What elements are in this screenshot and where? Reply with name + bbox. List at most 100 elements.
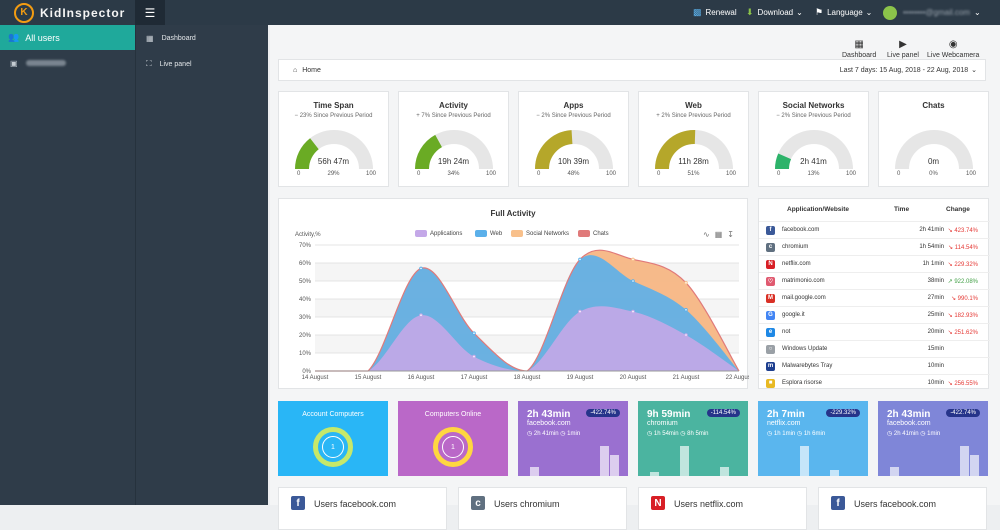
change-value: 423.74%: [954, 227, 978, 234]
gauge-value: 10h 39m: [557, 157, 590, 166]
users-site-card[interactable]: N Users netflix.com: [638, 487, 807, 530]
trend-down-icon: ↘: [947, 312, 955, 319]
users-site-card[interactable]: f Users facebook.com: [818, 487, 987, 530]
breadcrumb-home[interactable]: ⌂ Home: [293, 67, 321, 74]
legend-item[interactable]: Applications: [415, 230, 462, 237]
gauge-subtitle: − 2% Since Previous Period: [536, 113, 611, 119]
y-tick-label: 70%: [299, 243, 312, 249]
table-row[interactable]: ○ Windows Update 15min: [759, 340, 990, 357]
gauge-percent: 29%: [327, 171, 340, 177]
subnav-dashboard[interactable]: ▦ Dashboard: [136, 25, 268, 51]
site-usage-card[interactable]: 2h 43min -422.74% facebook.com ◷ 2h 41min ◷…: [878, 401, 988, 476]
clock-icon: ◷: [795, 431, 804, 437]
table-row[interactable]: m Malwarebytes Tray 10min: [759, 357, 990, 374]
download-icon[interactable]: ↧: [727, 230, 739, 239]
site-usage-card[interactable]: 9h 59min -114.54% chromium ◷ 1h 54min ◷ 8h …: [638, 401, 748, 476]
data-point[interactable]: [472, 354, 476, 359]
table-row[interactable]: f facebook.com 2h 41min ↘ 423.74%: [759, 221, 990, 238]
quick-live-panel-button[interactable]: ▶ Live panel: [887, 39, 919, 59]
gauge-percent: 34%: [447, 171, 460, 177]
renewal-link[interactable]: ▩ Renewal: [693, 0, 737, 25]
stat-ring: 1: [313, 427, 353, 467]
site-usage-card[interactable]: 2h 43min -422.74% facebook.com ◷ 2h 41min ◷…: [518, 401, 628, 476]
table-row[interactable]: c chromium 1h 54min ↘ 114.54%: [759, 238, 990, 255]
x-tick-label: 22 August: [726, 375, 749, 381]
site-name: not: [782, 329, 791, 335]
table-row[interactable]: e not 20min ↘ 251.62%: [759, 323, 990, 340]
data-point[interactable]: [631, 309, 635, 314]
legend-item[interactable]: Chats: [578, 230, 609, 237]
usage-time-1: 1h 54min: [653, 431, 679, 437]
trend-down-icon: ↘: [947, 227, 955, 234]
sidebar-item-computer[interactable]: ▣ ••••••: [0, 50, 135, 76]
sidebar-item-all-users[interactable]: 👥 All users: [0, 25, 135, 50]
download-icon: ⬇: [746, 7, 754, 17]
gauge-subtitle: − 2% Since Previous Period: [776, 113, 851, 119]
data-point[interactable]: [578, 309, 582, 314]
x-tick-label: 14 August: [302, 375, 329, 381]
column-header-change: Change: [946, 206, 970, 213]
bar-chart-icon[interactable]: ▦: [714, 230, 728, 239]
user-menu[interactable]: ••••••••@gmail.com ⌄: [883, 0, 981, 25]
area-series-applications[interactable]: [315, 306, 739, 371]
gauge-value: 56h 47m: [317, 157, 350, 166]
quick-dashboard-button[interactable]: ▦ Dashboard: [842, 39, 876, 59]
column-header-application: Application/Website: [787, 206, 849, 213]
site-time: 25min: [927, 312, 944, 318]
gauge-min: 0: [777, 171, 781, 177]
data-point[interactable]: [684, 308, 688, 312]
data-point[interactable]: [631, 257, 635, 262]
legend-item[interactable]: Social Networks: [511, 230, 569, 237]
data-point[interactable]: [631, 279, 635, 283]
gauge-max: 100: [365, 171, 376, 177]
usage-time-1: 1h 1min: [773, 431, 796, 437]
y-tick-label: 0%: [302, 369, 311, 375]
site-icon: f: [291, 496, 305, 510]
breadcrumb-home-label: Home: [302, 66, 321, 74]
gauge-min: 0: [297, 171, 301, 177]
table-row[interactable]: ■ Esplora risorse 10min ↘ 256.55%: [759, 374, 990, 391]
stat-card[interactable]: Computers Online 1: [398, 401, 508, 476]
usage-bar: [650, 471, 659, 476]
users-site-card[interactable]: f Users facebook.com: [278, 487, 447, 530]
date-range-picker[interactable]: Last 7 days: 15 Aug, 2018 - 22 Aug, 2018…: [840, 66, 977, 74]
site-name: chromium: [647, 420, 678, 427]
gauge-min: 0: [417, 171, 421, 177]
usage-bar: [800, 446, 809, 476]
x-tick-label: 20 August: [620, 375, 647, 381]
line-chart-icon[interactable]: ∿: [703, 230, 715, 239]
stat-card[interactable]: Account Computers 1: [278, 401, 388, 476]
quick-live-webcamera-button[interactable]: ◉ Live Webcamera: [927, 39, 979, 59]
kidinspector-logo-icon: K: [14, 2, 34, 23]
legend-label: Chats: [593, 230, 609, 237]
change-value: 229.32%: [954, 261, 978, 268]
gauge-value: 2h 41m: [800, 157, 827, 166]
subnav-live-panel[interactable]: ⛶ Live panel: [136, 51, 268, 77]
data-point[interactable]: [578, 257, 582, 262]
site-change: ↘ 423.74%: [948, 227, 978, 234]
menu-toggle-button[interactable]: ☰: [135, 0, 165, 25]
data-point[interactable]: [419, 266, 423, 271]
x-tick-label: 19 August: [567, 375, 594, 381]
download-dropdown[interactable]: ⬇ Download ⌄: [746, 0, 803, 25]
site-usage-card[interactable]: 2h 7min -229.32% netflix.com ◷ 1h 1min ◷ 1h…: [758, 401, 868, 476]
language-dropdown[interactable]: ⚑ Language ⌄: [815, 0, 872, 25]
brand[interactable]: K KidInspector: [0, 0, 135, 25]
legend-item[interactable]: Web: [475, 230, 502, 237]
site-name: facebook.com: [887, 420, 931, 427]
gauge-max: 100: [965, 171, 976, 177]
site-name: netflix.com: [767, 420, 801, 427]
site-time: 20min: [927, 329, 944, 335]
chevron-down-icon: ⌄: [971, 67, 977, 74]
data-point[interactable]: [684, 333, 688, 337]
data-point[interactable]: [472, 331, 476, 335]
data-point[interactable]: [419, 313, 423, 317]
quick-label: Dashboard: [842, 52, 877, 59]
gauge-max: 100: [605, 171, 616, 177]
users-site-card[interactable]: c Users chromium: [458, 487, 627, 530]
data-point[interactable]: [684, 281, 688, 285]
table-row[interactable]: ♡ matrimonio.com 38min ↗ 922.08%: [759, 272, 990, 289]
